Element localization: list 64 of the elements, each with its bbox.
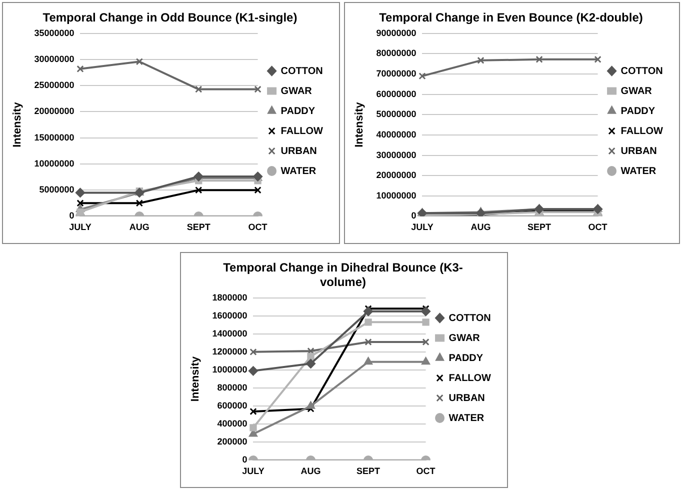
- legend-label: GWAR: [448, 332, 481, 344]
- y-tick-label: 10000000: [376, 190, 416, 200]
- legend-label: COTTON: [280, 66, 323, 77]
- y-tick-label: 1000000: [212, 364, 248, 374]
- x-tick-label: OCT: [248, 222, 268, 232]
- y-tick-label: 0: [242, 454, 248, 465]
- legend-label: FALLOW: [280, 126, 324, 137]
- y-tick-label: 1600000: [212, 310, 248, 320]
- legend-label: GWAR: [620, 86, 653, 97]
- y-tick-label: 80000000: [376, 48, 416, 58]
- y-tick-label: 1800000: [212, 292, 248, 302]
- x-tick-label: OCT: [416, 466, 436, 476]
- y-tick-label: 30000000: [376, 150, 416, 160]
- y-tick-label: 600000: [217, 400, 248, 411]
- x-tick-label: AUG: [300, 466, 321, 476]
- y-tick-label: 5000000: [39, 184, 74, 195]
- legend-label: URBAN: [448, 392, 485, 404]
- chart-title: Temporal Change in Even Bounce (K2-double): [379, 10, 643, 25]
- x-tick-label: SEPT: [528, 222, 552, 232]
- x-tick-label: AUG: [129, 222, 150, 232]
- x-tick-label: JULY: [242, 466, 264, 476]
- y-tick-label: 0: [411, 210, 416, 221]
- y-tick-label: 800000: [217, 382, 248, 393]
- legend-label: URBAN: [620, 146, 657, 157]
- legend-label: FALLOW: [448, 372, 492, 384]
- x-tick-label: OCT: [588, 222, 608, 232]
- y-axis-title: Intensity: [190, 356, 202, 402]
- x-tick-label: JULY: [411, 222, 434, 232]
- y-axis-title: Intensity: [354, 101, 366, 148]
- legend-label: WATER: [280, 166, 317, 177]
- x-tick-label: AUG: [470, 222, 491, 232]
- legend-label: PADDY: [448, 352, 484, 364]
- chart-title: Temporal Change in Dihedral Bounce (K3-volume): [223, 260, 463, 289]
- y-tick-label: 30000000: [34, 54, 74, 64]
- y-tick-label: 20000000: [376, 170, 416, 180]
- legend-label: WATER: [448, 412, 485, 424]
- y-tick-label: 60000000: [376, 88, 416, 99]
- y-tick-label: 70000000: [376, 68, 416, 79]
- y-tick-label: 25000000: [34, 80, 74, 90]
- legend-label: WATER: [620, 166, 657, 177]
- legend-label: COTTON: [620, 66, 663, 77]
- x-tick-label: SEPT: [186, 222, 211, 232]
- y-tick-label: 200000: [217, 436, 248, 447]
- legend-label: FALLOW: [620, 126, 664, 137]
- x-tick-label: SEPT: [356, 466, 381, 476]
- y-tick-label: 40000000: [376, 129, 416, 140]
- y-tick-label: 1400000: [212, 328, 248, 338]
- legend-label: COTTON: [448, 312, 491, 324]
- y-tick-label: 50000000: [376, 109, 416, 120]
- y-tick-label: 10000000: [34, 158, 74, 168]
- y-axis-title: Intensity: [12, 101, 24, 148]
- y-tick-label: 90000000: [376, 28, 416, 38]
- y-tick-label: 1200000: [212, 346, 248, 356]
- x-tick-label: JULY: [69, 222, 92, 232]
- legend-label: GWAR: [280, 86, 313, 97]
- y-tick-label: 400000: [217, 418, 248, 429]
- legend-label: URBAN: [280, 146, 317, 157]
- legend-label: PADDY: [280, 106, 316, 117]
- y-tick-label: 20000000: [34, 106, 74, 116]
- chart-title: Temporal Change in Odd Bounce (K1-single): [42, 10, 298, 25]
- y-tick-label: 0: [69, 210, 74, 221]
- y-tick-label: 15000000: [34, 132, 74, 142]
- y-tick-label: 35000000: [34, 28, 74, 38]
- legend-label: PADDY: [620, 106, 656, 117]
